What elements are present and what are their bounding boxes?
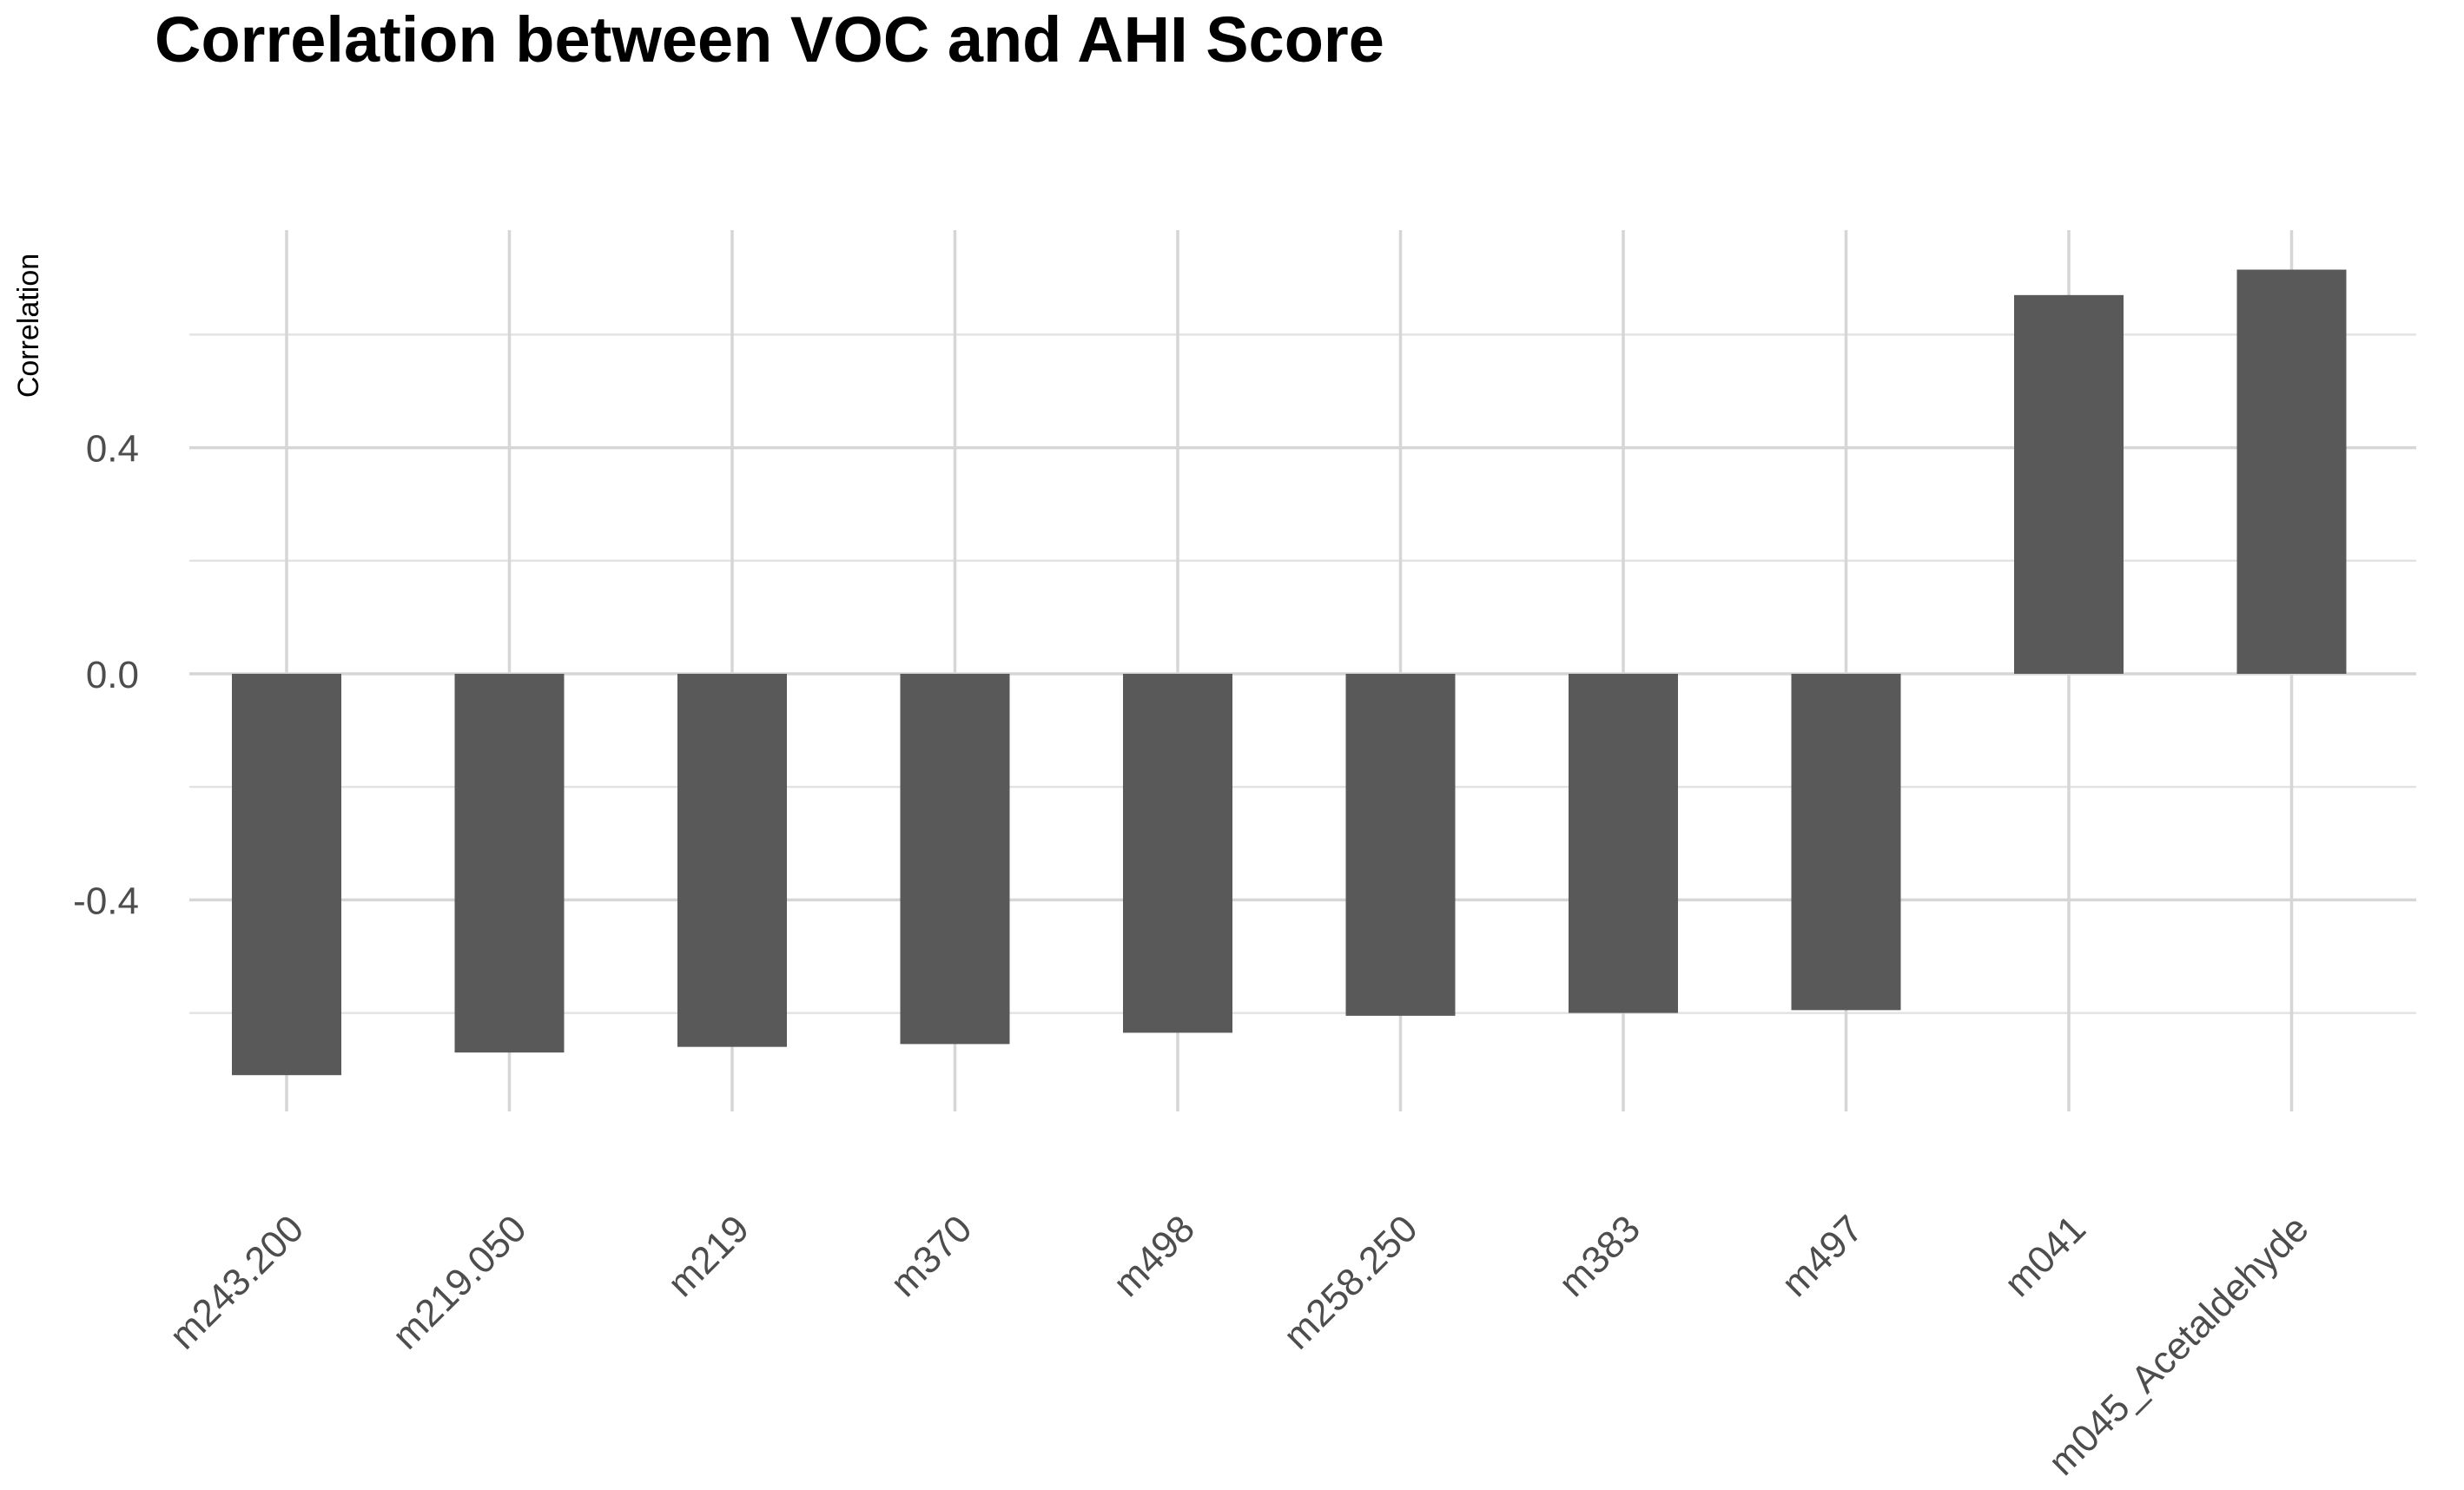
x-tick-label: m219 (660, 1207, 757, 1304)
x-tick-label: m243.200 (162, 1207, 312, 1357)
bar-m219.050 (454, 674, 565, 1053)
x-tick-label: m370 (882, 1207, 980, 1304)
bar-m370 (900, 674, 1010, 1045)
x-tick-label: m498 (1106, 1207, 1203, 1304)
x-tick-label: m258.250 (1276, 1207, 1426, 1357)
y-tick-label: 0.4 (86, 428, 139, 471)
y-tick-label: 0.0 (86, 654, 139, 696)
bar-m497 (1791, 674, 1901, 1011)
y-axis-ticks: -0.4 0.0 0.4 (73, 428, 139, 923)
bar-m243.200 (232, 674, 341, 1076)
y-axis-label: Correlation (12, 254, 45, 398)
x-tick-label: m041 (1997, 1207, 2094, 1304)
bars (232, 269, 2347, 1076)
x-axis-ticks: m243.200 m219.050 m219 m370 m498 m258.250 m383… (162, 1207, 2317, 1483)
bar-m041 (2014, 294, 2124, 674)
bar-m498 (1123, 674, 1232, 1033)
x-tick-label: m383 (1551, 1207, 1648, 1304)
bar-m258.250 (1345, 674, 1456, 1016)
x-tick-label: m219.050 (385, 1207, 535, 1357)
bar-m045_Acetaldehyde (2236, 269, 2347, 674)
bar-m383 (1569, 674, 1678, 1013)
x-tick-label: m497 (1774, 1207, 1871, 1304)
y-tick-label: -0.4 (73, 880, 139, 922)
chart-title: Correlation between VOC and AHI Score (155, 3, 1384, 76)
bar-m219 (677, 674, 787, 1047)
